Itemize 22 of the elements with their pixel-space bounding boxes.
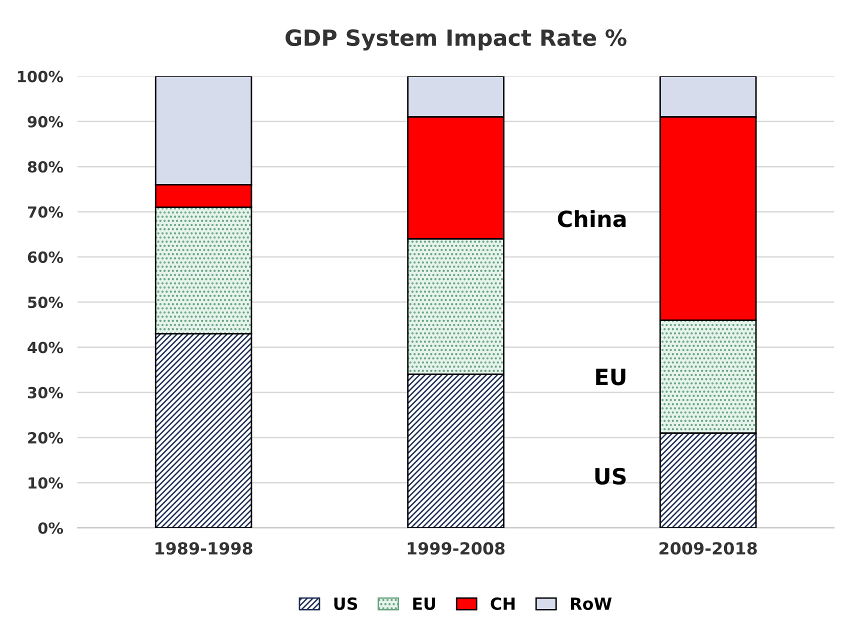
x-tick-label: 1989-1998 [156,542,252,555]
y-tick-label: 70% [28,206,64,218]
legend-label: EU [413,598,436,610]
y-tick-label: 60% [28,251,64,263]
annotation: EU [596,368,626,386]
x-tick-label: 1999-2008 [408,542,505,555]
y-tick-label: 50% [28,296,64,308]
y-tick-label: 20% [28,432,64,444]
y-tick-label: 30% [28,386,64,398]
chart-title: GDP System Impact Rate % [286,29,626,51]
legend-label: CH [490,597,515,610]
y-tick-label: 40% [28,342,64,354]
legend-label: US [334,597,358,610]
y-tick-label: 0% [38,522,64,534]
y-tick-label: 80% [28,161,64,173]
y-tick-label: 90% [28,116,64,128]
legend-label: RoW [570,598,612,610]
annotation: China [558,210,626,228]
annotation: US [595,468,626,485]
y-tick-label: 100% [18,70,64,82]
x-tick-label: 2009-2018 [660,542,757,555]
y-tick-label: 10% [28,477,64,489]
